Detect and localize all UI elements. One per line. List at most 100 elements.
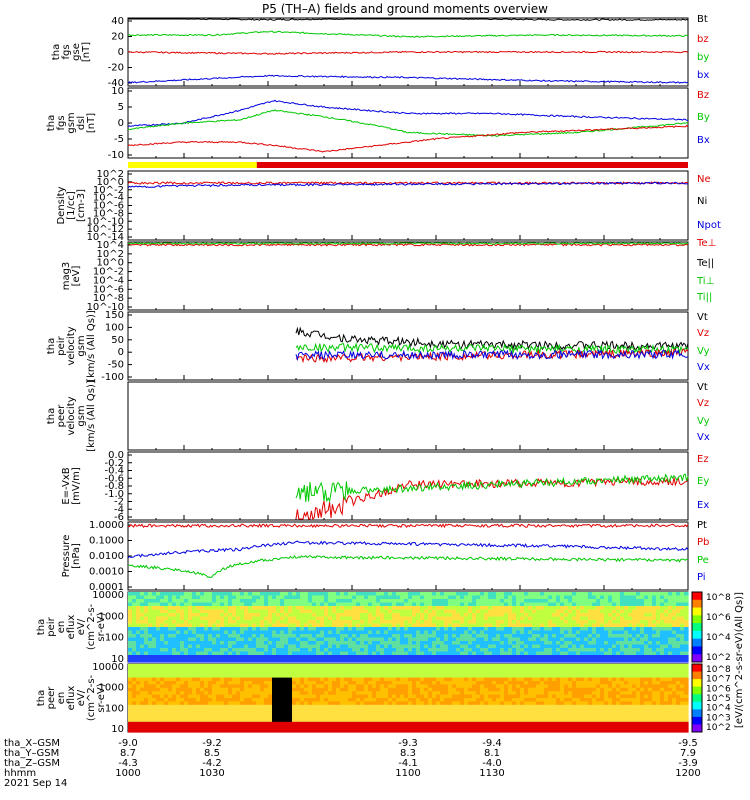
heat-cell (428, 664, 433, 668)
heat-cell (280, 698, 285, 702)
heat-cell (472, 609, 477, 614)
heat-cell (372, 616, 377, 621)
heat-cell (384, 664, 389, 668)
ylabel-line: eflux (66, 686, 77, 711)
heat-cell (184, 711, 189, 716)
heat-cell (432, 667, 437, 672)
heat-cell (464, 708, 469, 713)
heat-cell (364, 718, 369, 723)
heat-cell (152, 691, 157, 696)
heat-cell (428, 637, 433, 642)
heat-cell (604, 623, 609, 628)
heat-cell (668, 592, 673, 597)
heat-cell (168, 677, 173, 682)
heat-cell (596, 630, 601, 635)
heat-cell (420, 684, 425, 689)
heat-cell (324, 711, 329, 716)
heat-cell (140, 658, 145, 663)
heat-cell (140, 655, 145, 660)
heat-cell (472, 667, 477, 672)
heat-cell (468, 725, 473, 730)
heat-cell (172, 728, 177, 733)
heat-cell (516, 609, 521, 614)
heat-cell (448, 664, 453, 668)
heat-cell (320, 651, 325, 656)
heat-cell (608, 634, 613, 639)
heat-cell (272, 715, 277, 719)
heat-cell (456, 599, 461, 604)
heat-cell (540, 602, 545, 607)
heat-cell (280, 681, 285, 685)
heat-cell (216, 637, 221, 642)
heat-cell (388, 725, 393, 730)
heat-cell (516, 623, 521, 628)
heat-cell (664, 630, 669, 635)
heat-cell (372, 664, 377, 668)
heat-cell (244, 708, 249, 713)
heat-cell (612, 655, 617, 660)
heat-cell (536, 644, 541, 649)
heat-cell (456, 698, 461, 702)
heat-cell (592, 658, 597, 663)
heat-cell (420, 627, 425, 632)
heat-cell (392, 701, 397, 706)
heat-cell (492, 655, 497, 660)
heat-cell (128, 613, 133, 618)
heat-cell (200, 725, 205, 730)
heat-cell (388, 609, 393, 614)
heat-cell (292, 637, 297, 642)
heat-cell (556, 592, 561, 597)
heat-cell (284, 715, 289, 719)
heat-cell (200, 644, 205, 649)
heat-cell (652, 658, 657, 663)
ylabel-line: E=-VxB (61, 467, 72, 504)
heat-cell (428, 648, 433, 653)
heat-cell (532, 658, 537, 663)
heat-cell (664, 613, 669, 618)
heat-cell (624, 609, 629, 614)
heat-cell (204, 728, 209, 733)
heat-cell (404, 681, 409, 685)
heat-cell (276, 641, 281, 646)
heat-cell (520, 637, 525, 642)
heat-cell (436, 599, 441, 604)
heat-cell (420, 613, 425, 618)
heat-cell (500, 634, 505, 639)
heat-cell (272, 725, 277, 730)
heat-cell (340, 658, 345, 663)
heat-cell (204, 620, 209, 625)
heat-cell (608, 616, 613, 621)
heat-cell (320, 715, 325, 719)
heat-cell (184, 641, 189, 646)
heat-cell (396, 677, 401, 682)
heat-cell (356, 711, 361, 716)
heat-cell (236, 595, 241, 600)
heat-cell (172, 606, 177, 611)
heat-cell (412, 701, 417, 706)
heat-cell (568, 658, 573, 663)
heat-cell (424, 687, 429, 692)
heat-cell (260, 623, 265, 628)
ytick-label: 10^-10 (87, 216, 124, 227)
heat-cell (436, 616, 441, 621)
heat-cell (328, 667, 333, 672)
heat-cell (156, 694, 161, 699)
heat-cell (392, 711, 397, 716)
heat-cell (448, 637, 453, 642)
heat-cell (588, 613, 593, 618)
heat-cell (232, 677, 237, 682)
heat-cell (224, 658, 229, 663)
heat-cell (204, 664, 209, 668)
heat-cell (660, 637, 665, 642)
heat-cell (356, 670, 361, 675)
heat-cell (168, 616, 173, 621)
heat-cell (496, 595, 501, 600)
heat-cell (636, 623, 641, 628)
heat-cell (620, 658, 625, 663)
heat-cell (524, 641, 529, 646)
heat-cell (620, 655, 625, 660)
series-Ez (295, 476, 689, 521)
heat-cell (464, 684, 469, 689)
heat-cell (664, 602, 669, 607)
heat-cell (196, 634, 201, 639)
